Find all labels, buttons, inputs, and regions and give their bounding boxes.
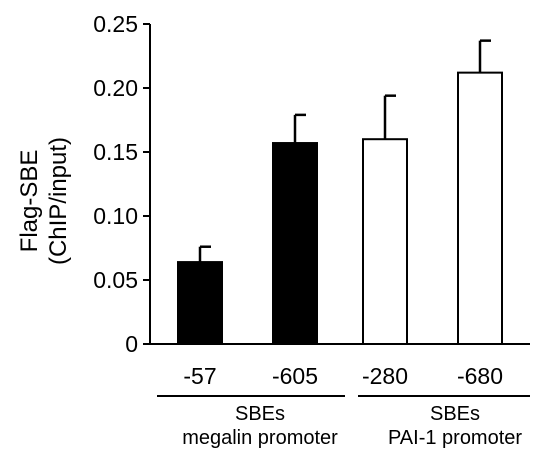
bar--680 [457, 71, 503, 345]
y-axis: 0 0.05 0.10 0.15 0.20 0.25 [93, 11, 151, 357]
x-tick-label: -280 [362, 363, 408, 389]
bar--57 [177, 261, 223, 345]
x-tick-label: -605 [272, 363, 318, 389]
y-tick-label: 0 [125, 331, 138, 357]
group-label-2-line-2: PAI-1 promoter [388, 427, 522, 449]
y-axis-label: Flag-SBE (ChIP/input) [16, 137, 72, 265]
y-tick-label: 0.25 [93, 11, 138, 37]
y-tick-label: 0.15 [93, 139, 138, 165]
y-tick-label: 0.05 [93, 267, 138, 293]
y-axis-label-line-1: Flag-SBE [16, 150, 43, 253]
group-label-1-line-2: megalin promoter [182, 427, 338, 449]
group-label-1-line-1: SBEs [235, 403, 285, 425]
x-tick-label: -57 [183, 363, 216, 389]
x-axis: -57 -605 -280 -680 [150, 343, 530, 389]
group-label-2-line-1: SBEs [430, 403, 480, 425]
x-tick-label: -680 [457, 363, 503, 389]
y-axis-label-line-2: (ChIP/input) [45, 137, 72, 265]
bar--280 [362, 138, 408, 345]
y-tick-label: 0.20 [93, 75, 138, 101]
bar--605 [272, 142, 318, 345]
y-tick-label: 0.10 [93, 203, 138, 229]
bars [177, 39, 503, 345]
